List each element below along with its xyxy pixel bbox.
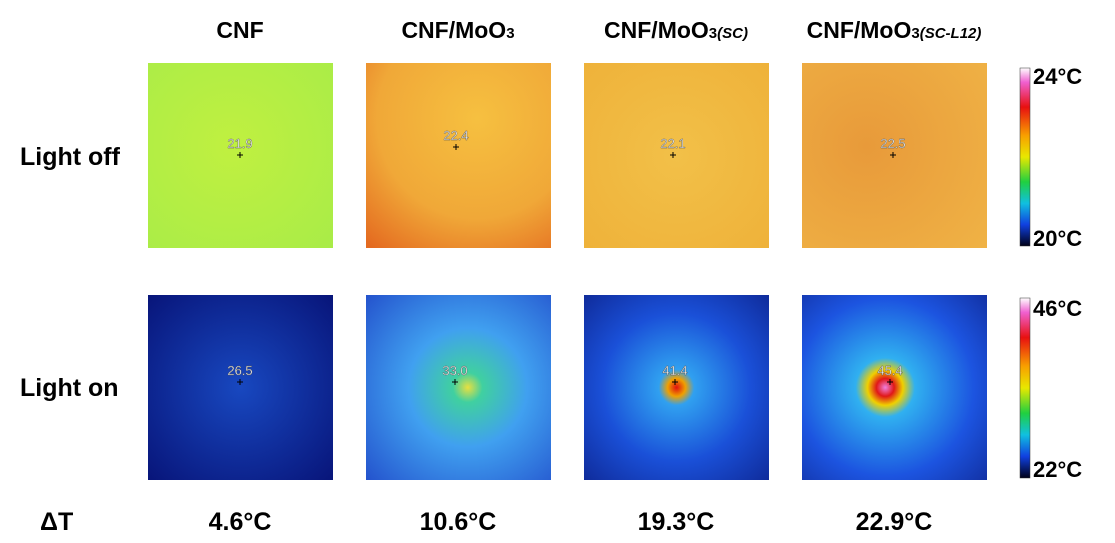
color-bar — [1020, 68, 1030, 246]
header-sub: 3 — [911, 25, 919, 42]
header-sub: 3 — [506, 25, 514, 42]
temperature-reading: 26.5 — [227, 363, 252, 378]
temperature-reading: 22.4 — [443, 128, 468, 143]
page: CNFCNF/MoO3CNF/MoO3(SC)CNF/MoO3(SC-L12) … — [0, 0, 1115, 543]
thermal-image — [366, 295, 551, 480]
header-text: CNF/MoO — [401, 17, 506, 43]
figure: CNFCNF/MoO3CNF/MoO3(SC)CNF/MoO3(SC-L12) … — [0, 0, 1115, 543]
header-sub: 3 — [709, 25, 717, 42]
header-text: CNF/MoO — [604, 17, 709, 43]
temperature-reading: 22.1 — [660, 136, 685, 151]
delta-value: 19.3°C — [638, 508, 715, 536]
delta-value: 4.6°C — [209, 508, 272, 536]
row-label: Light off — [20, 143, 121, 171]
scale-label: 46°C — [1033, 296, 1082, 321]
scale-label: 20°C — [1033, 226, 1082, 251]
scale-label: 24°C — [1033, 64, 1082, 89]
column-header: CNF — [216, 17, 263, 43]
thermal-image — [148, 295, 333, 480]
header-sub: (SC-L12) — [920, 25, 982, 42]
thermal-image — [584, 295, 769, 480]
color-bar — [1020, 298, 1030, 478]
column-header: CNF/MoO3(SC) — [604, 17, 748, 43]
column-header: CNF/MoO3 — [401, 17, 514, 43]
row-label: Light on — [20, 374, 119, 402]
thermal-image — [584, 63, 769, 248]
column-header: CNF/MoO3(SC-L12) — [807, 17, 982, 43]
temperature-reading: 21.9 — [227, 136, 252, 151]
delta-value: 22.9°C — [856, 508, 933, 536]
header-sub: (SC) — [717, 25, 748, 42]
thermal-image — [802, 295, 987, 480]
temperature-reading: 33.0 — [442, 363, 467, 378]
scale-label: 22°C — [1033, 457, 1082, 482]
header-text: CNF — [216, 17, 263, 43]
delta-label: ΔT — [40, 508, 73, 536]
temperature-reading: 45.4 — [877, 363, 902, 378]
delta-value: 10.6°C — [420, 508, 497, 536]
temperature-reading: 41.4 — [662, 363, 687, 378]
temperature-reading: 22.5 — [880, 136, 905, 151]
header-text: CNF/MoO — [807, 17, 912, 43]
thermal-image — [366, 63, 551, 248]
